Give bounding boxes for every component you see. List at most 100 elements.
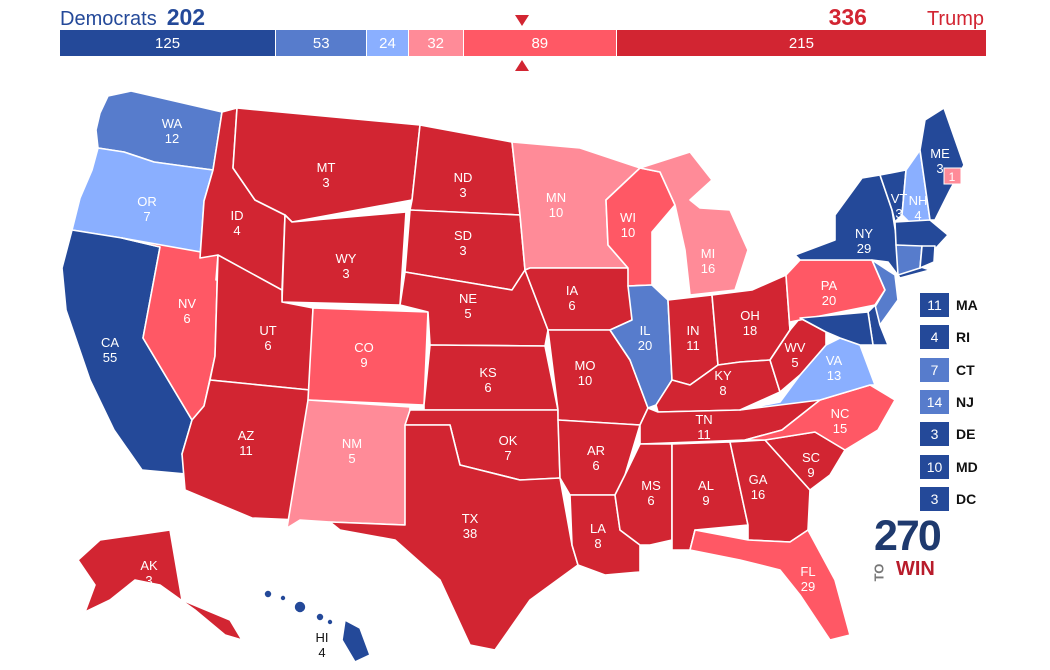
state-mi[interactable] [639, 151, 749, 296]
republican-header: 336 Trump [829, 4, 984, 32]
state-ev-mi: 16 [701, 261, 715, 276]
state-abbr-va: VA [826, 353, 843, 368]
state-hi[interactable] [315, 612, 325, 622]
state-ev-al: 9 [702, 493, 709, 508]
small-state-row-de[interactable]: 3 DE [920, 418, 978, 450]
state-abbr-wv: WV [785, 340, 806, 355]
state-abbr-wy: WY [336, 251, 357, 266]
state-ev-ny: 29 [857, 241, 871, 256]
state-abbr-az: AZ [238, 428, 255, 443]
small-state-row-nj[interactable]: 14 NJ [920, 386, 978, 418]
state-hi[interactable] [279, 594, 287, 602]
state-ev-tn: 11 [697, 427, 711, 442]
state-abbr-id: ID [231, 208, 244, 223]
small-state-ev-ri[interactable]: 4 [920, 325, 949, 350]
small-state-abbr-ma: MA [956, 297, 978, 314]
state-nc[interactable] [744, 384, 896, 451]
state-abbr-mi: MI [701, 246, 715, 261]
state-ev-ms: 6 [647, 493, 654, 508]
state-ev-va: 13 [827, 368, 841, 383]
state-abbr-nv: NV [178, 296, 196, 311]
state-shapes [61, 90, 965, 663]
state-abbr-wi: WI [620, 210, 636, 225]
state-ev-co: 9 [360, 355, 367, 370]
state-ev-nd: 3 [459, 185, 466, 200]
small-state-row-ct[interactable]: 7 CT [920, 354, 978, 386]
small-state-abbr-dc: DC [956, 490, 977, 507]
state-abbr-mn: MN [546, 190, 566, 205]
state-ev-or: 7 [143, 209, 150, 224]
state-abbr-nd: ND [454, 170, 473, 185]
state-ri[interactable] [919, 245, 936, 269]
small-state-row-ri[interactable]: 4 RI [920, 321, 978, 353]
state-hi[interactable] [341, 619, 371, 663]
state-ev-nm: 5 [348, 451, 355, 466]
state-abbr-ga: GA [749, 472, 768, 487]
state-abbr-ak: AK [140, 558, 158, 573]
state-ev-ky: 8 [719, 383, 726, 398]
state-abbr-co: CO [354, 340, 374, 355]
small-state-ev-ma[interactable]: 11 [920, 293, 949, 318]
state-ma[interactable] [894, 219, 949, 249]
small-state-row-ma[interactable]: 11 MA [920, 289, 978, 321]
state-ev-mt: 3 [322, 175, 329, 190]
state-abbr-nh: NH [909, 193, 928, 208]
maine-district-2-box[interactable] [943, 167, 962, 185]
state-ev-me: 3 [936, 161, 943, 176]
state-ev-ga: 16 [751, 487, 765, 502]
state-ev-pa: 20 [822, 293, 836, 308]
state-de[interactable] [867, 304, 889, 346]
state-abbr-tx: TX [462, 511, 479, 526]
state-abbr-ca: CA [101, 335, 119, 350]
state-co[interactable] [307, 307, 429, 406]
state-md[interactable] [799, 311, 874, 346]
state-wv[interactable] [769, 317, 827, 393]
state-abbr-oh: OH [740, 308, 760, 323]
small-state-row-md[interactable]: 10 MD [920, 450, 978, 482]
electoral-vote-bar: 125 53 24 32 89 215 [60, 30, 986, 56]
state-ev-il: 20 [638, 338, 652, 353]
state-abbr-ks: KS [479, 365, 497, 380]
small-state-ev-de[interactable]: 3 [920, 422, 949, 447]
state-abbr-ms: MS [641, 478, 661, 493]
state-tx[interactable] [329, 424, 579, 651]
state-abbr-ny: NY [855, 226, 873, 241]
small-state-ev-nj[interactable]: 14 [920, 390, 949, 415]
state-abbr-hi: HI [316, 630, 329, 645]
small-state-abbr-de: DE [956, 426, 976, 443]
small-state-abbr-ri: RI [956, 329, 970, 346]
state-ev-ar: 6 [592, 458, 599, 473]
state-abbr-me: ME [930, 146, 950, 161]
270towin-logo: 270 TO WIN [871, 512, 944, 584]
state-abbr-nm: NM [342, 436, 362, 451]
majority-marker-bottom-icon [515, 60, 529, 71]
republican-total: 336 [828, 4, 867, 30]
bar-segment-likely_r: 89 [462, 30, 616, 56]
state-hi[interactable] [263, 589, 273, 599]
bar-segment-safe_d: 125 [60, 30, 276, 56]
state-ev-in: 11 [686, 338, 700, 353]
small-state-ev-dc[interactable]: 3 [920, 486, 949, 511]
state-ev-ok: 7 [504, 448, 511, 463]
small-state-row-dc[interactable]: 3 DC [920, 483, 978, 515]
logo-win: WIN [896, 558, 935, 580]
state-abbr-al: AL [698, 478, 714, 493]
state-il[interactable] [609, 284, 673, 409]
state-wy[interactable] [281, 211, 407, 306]
small-state-ev-md[interactable]: 10 [920, 454, 949, 479]
democrat-label: Democrats [60, 8, 157, 30]
state-hi[interactable] [326, 618, 334, 626]
small-state-ev-ct[interactable]: 7 [920, 357, 949, 382]
state-ev-id: 4 [233, 223, 240, 238]
state-hi[interactable] [293, 600, 307, 614]
democrat-header: Democrats 202 [60, 4, 205, 32]
bar-segment-lean_d: 24 [366, 30, 408, 56]
state-ak[interactable] [77, 529, 243, 641]
state-ev-mn: 10 [549, 205, 563, 220]
bar-segment-safe_r: 215 [615, 30, 986, 56]
state-fl[interactable] [689, 529, 851, 641]
state-abbr-ky: KY [714, 368, 732, 383]
state-ev-ia: 6 [568, 298, 575, 313]
state-abbr-vt: VT [891, 191, 908, 206]
state-vt[interactable] [879, 169, 907, 223]
